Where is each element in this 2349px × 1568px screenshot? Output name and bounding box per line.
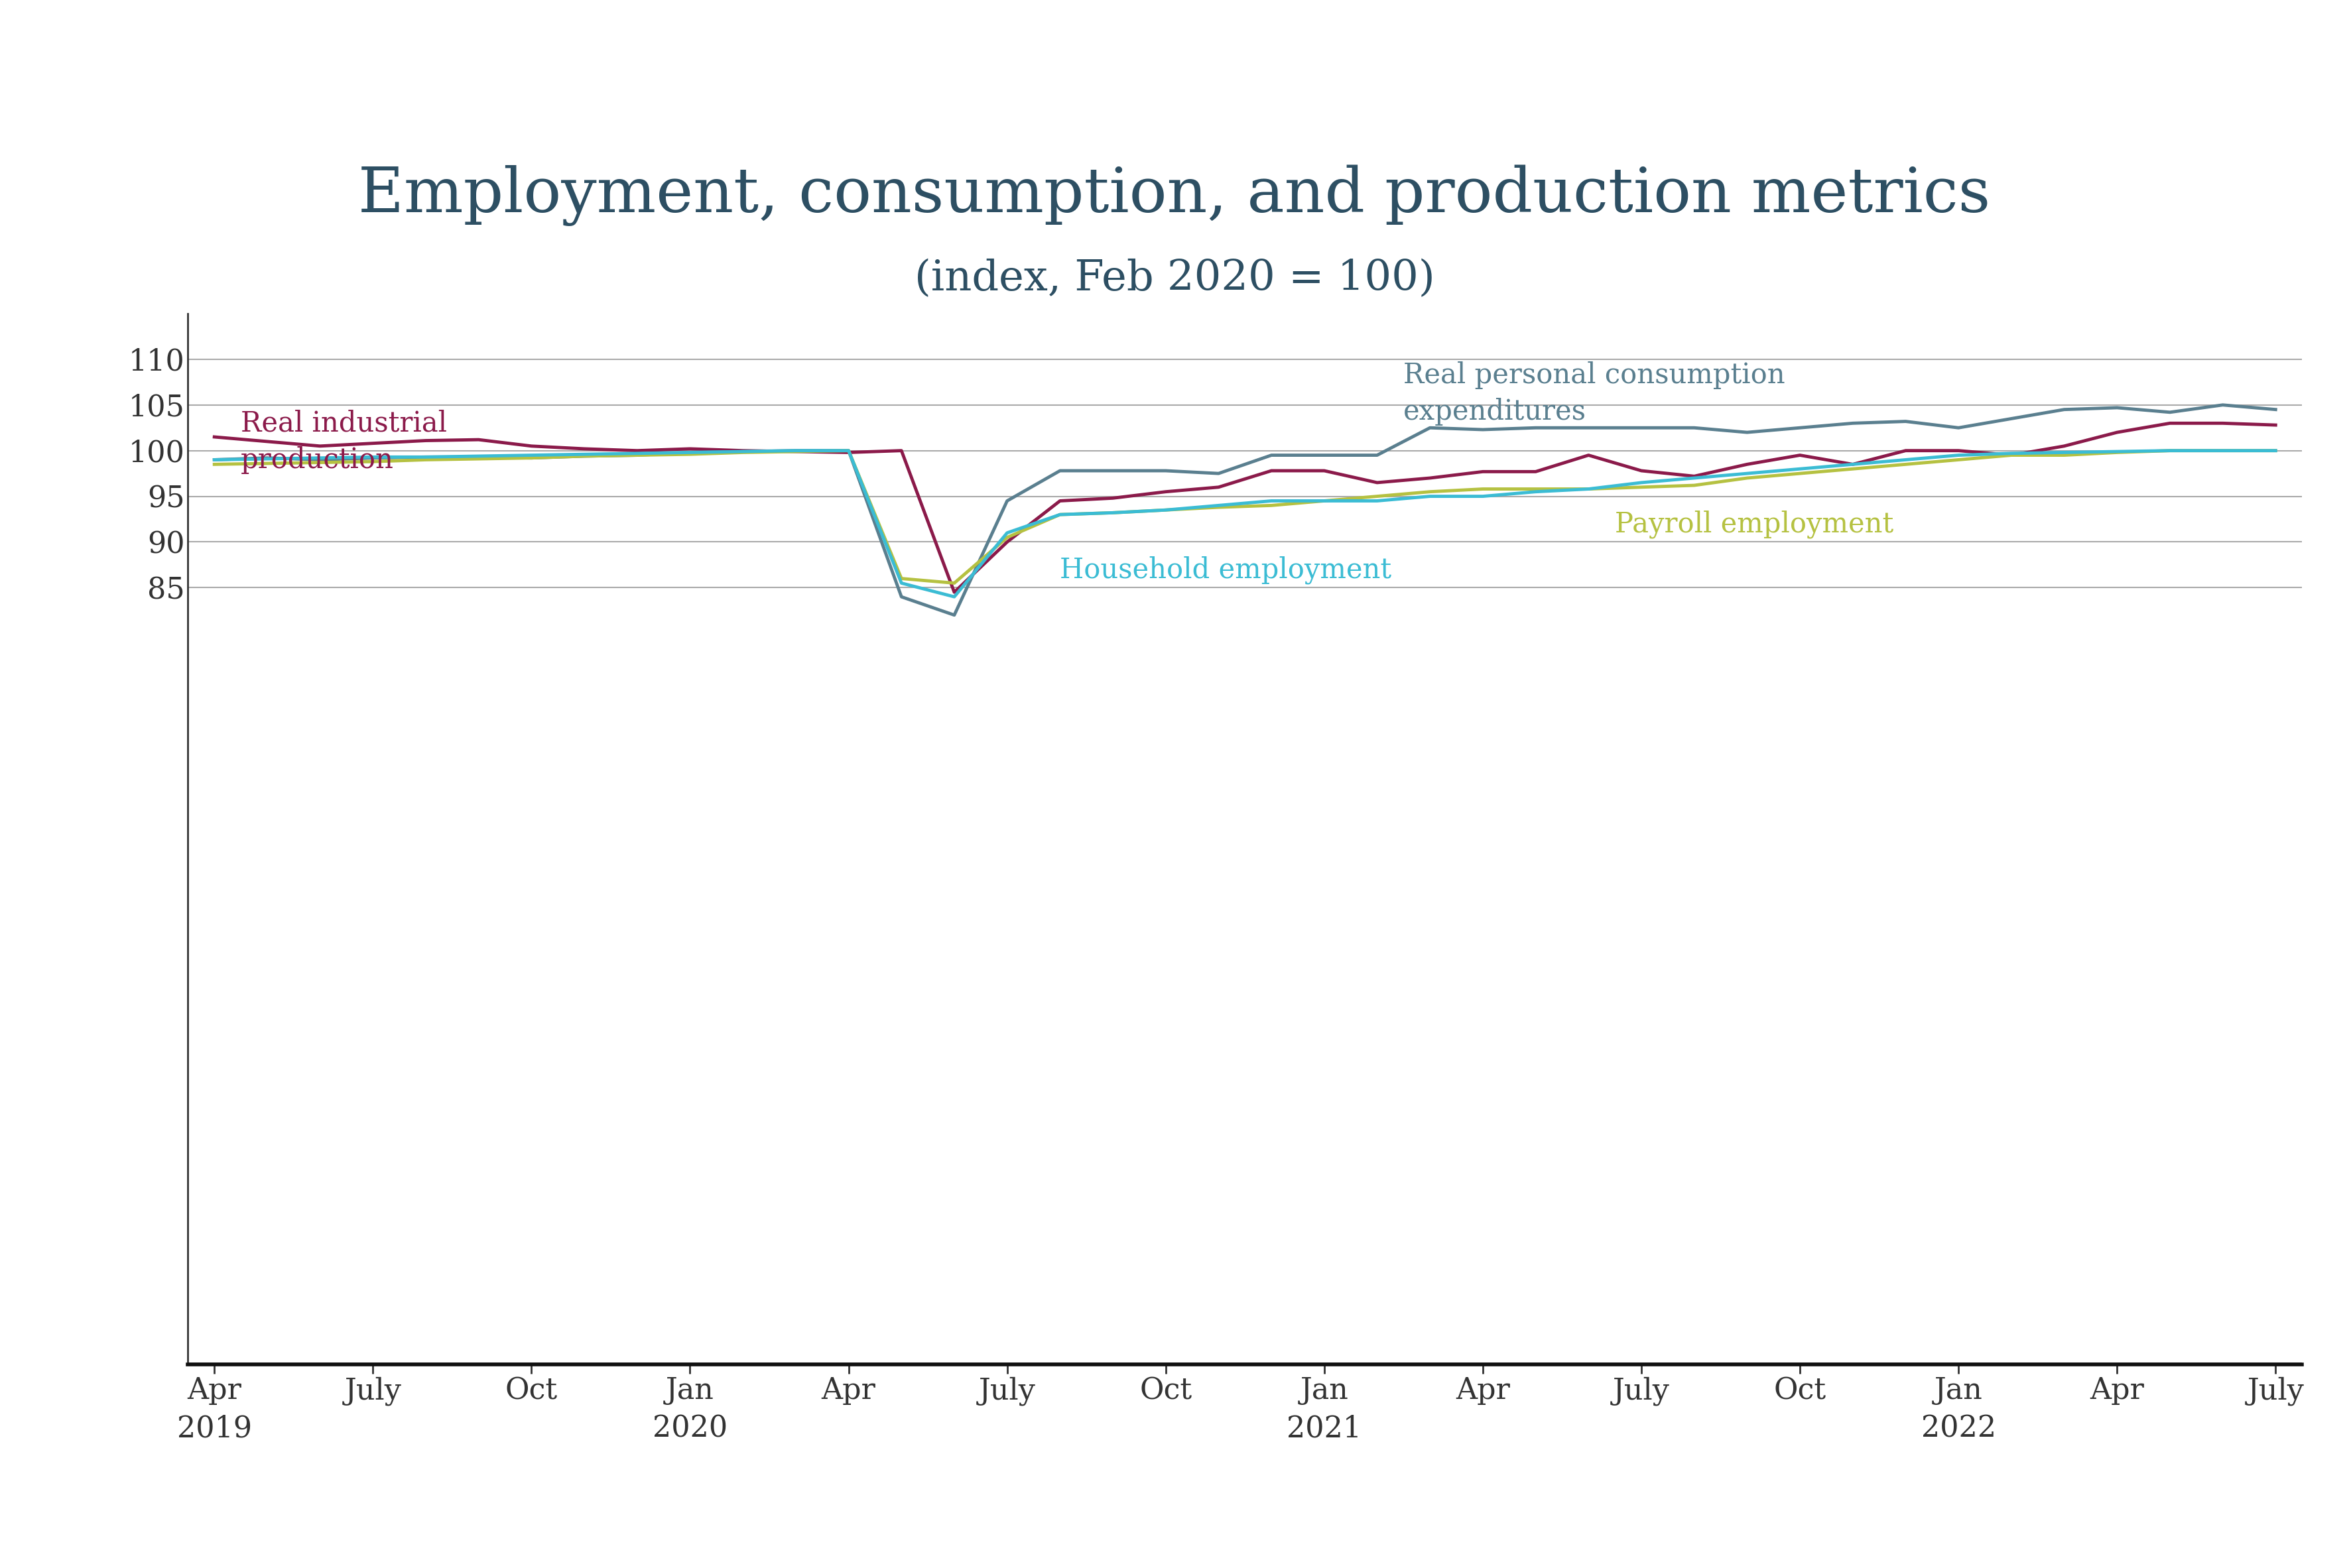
Text: (index, Feb 2020 = 100): (index, Feb 2020 = 100) [914,259,1435,299]
Text: Real personal consumption
expenditures: Real personal consumption expenditures [1402,361,1785,425]
Text: Payroll employment: Payroll employment [1616,510,1893,538]
Text: Household employment: Household employment [1059,555,1391,583]
Text: Real industrial
production: Real industrial production [240,409,446,474]
Text: Employment, consumption, and production metrics: Employment, consumption, and production … [359,165,1990,226]
